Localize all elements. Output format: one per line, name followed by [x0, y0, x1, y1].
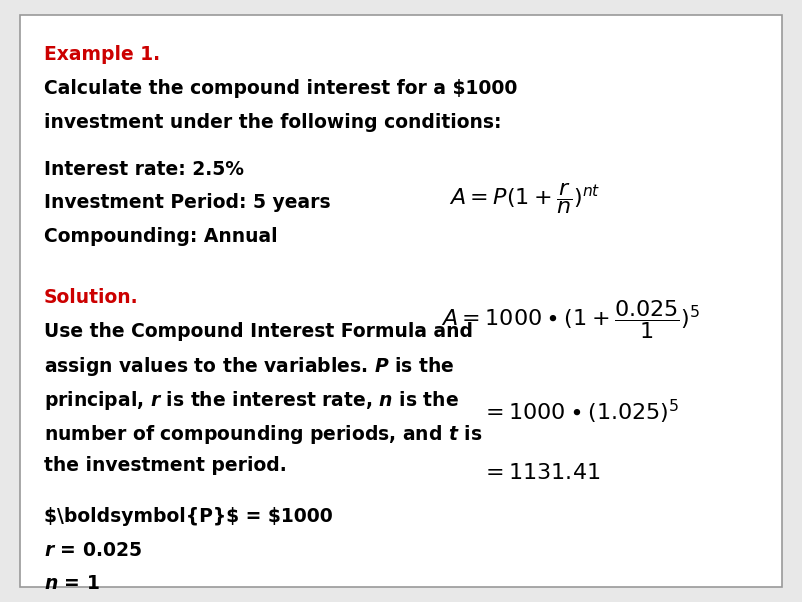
Text: $\boldsymbol{r}$ = 0.025: $\boldsymbol{r}$ = 0.025 — [44, 541, 142, 560]
Text: principal, $\boldsymbol{r}$ is the interest rate, $\boldsymbol{n}$ is the: principal, $\boldsymbol{r}$ is the inter… — [44, 389, 459, 412]
Text: Example 1.: Example 1. — [44, 45, 160, 64]
Text: Interest rate: 2.5%: Interest rate: 2.5% — [44, 160, 244, 179]
Text: Use the Compound Interest Formula and: Use the Compound Interest Formula and — [44, 321, 473, 341]
Text: $\boldsymbol{n}$ = 1: $\boldsymbol{n}$ = 1 — [44, 574, 100, 594]
Text: the investment period.: the investment period. — [44, 456, 287, 476]
Text: investment under the following conditions:: investment under the following condition… — [44, 113, 501, 132]
Text: number of compounding periods, and $\boldsymbol{t}$ is: number of compounding periods, and $\bol… — [44, 423, 483, 445]
Text: $= 1000 \bullet (1.025)^{5}$: $= 1000 \bullet (1.025)^{5}$ — [481, 399, 679, 426]
Text: Compounding: Annual: Compounding: Annual — [44, 227, 277, 246]
Text: assign values to the variables. $\boldsymbol{P}$ is the: assign values to the variables. $\boldsy… — [44, 355, 455, 378]
Text: $A = P(1+\dfrac{r}{n})^{nt}$: $A = P(1+\dfrac{r}{n})^{nt}$ — [449, 181, 601, 216]
Text: Investment Period: 5 years: Investment Period: 5 years — [44, 193, 330, 213]
Text: $A = 1000 \bullet (1+\dfrac{0.025}{1})^{5}$: $A = 1000 \bullet (1+\dfrac{0.025}{1})^{… — [441, 297, 700, 341]
Text: $= 1131.41$: $= 1131.41$ — [481, 462, 601, 483]
Text: Solution.: Solution. — [44, 288, 139, 307]
Text: $\boldsymbol{P}$ = $1000: $\boldsymbol{P}$ = $1000 — [44, 507, 333, 526]
FancyBboxPatch shape — [20, 15, 782, 587]
Text: Calculate the compound interest for a $1000: Calculate the compound interest for a $1… — [44, 79, 517, 98]
